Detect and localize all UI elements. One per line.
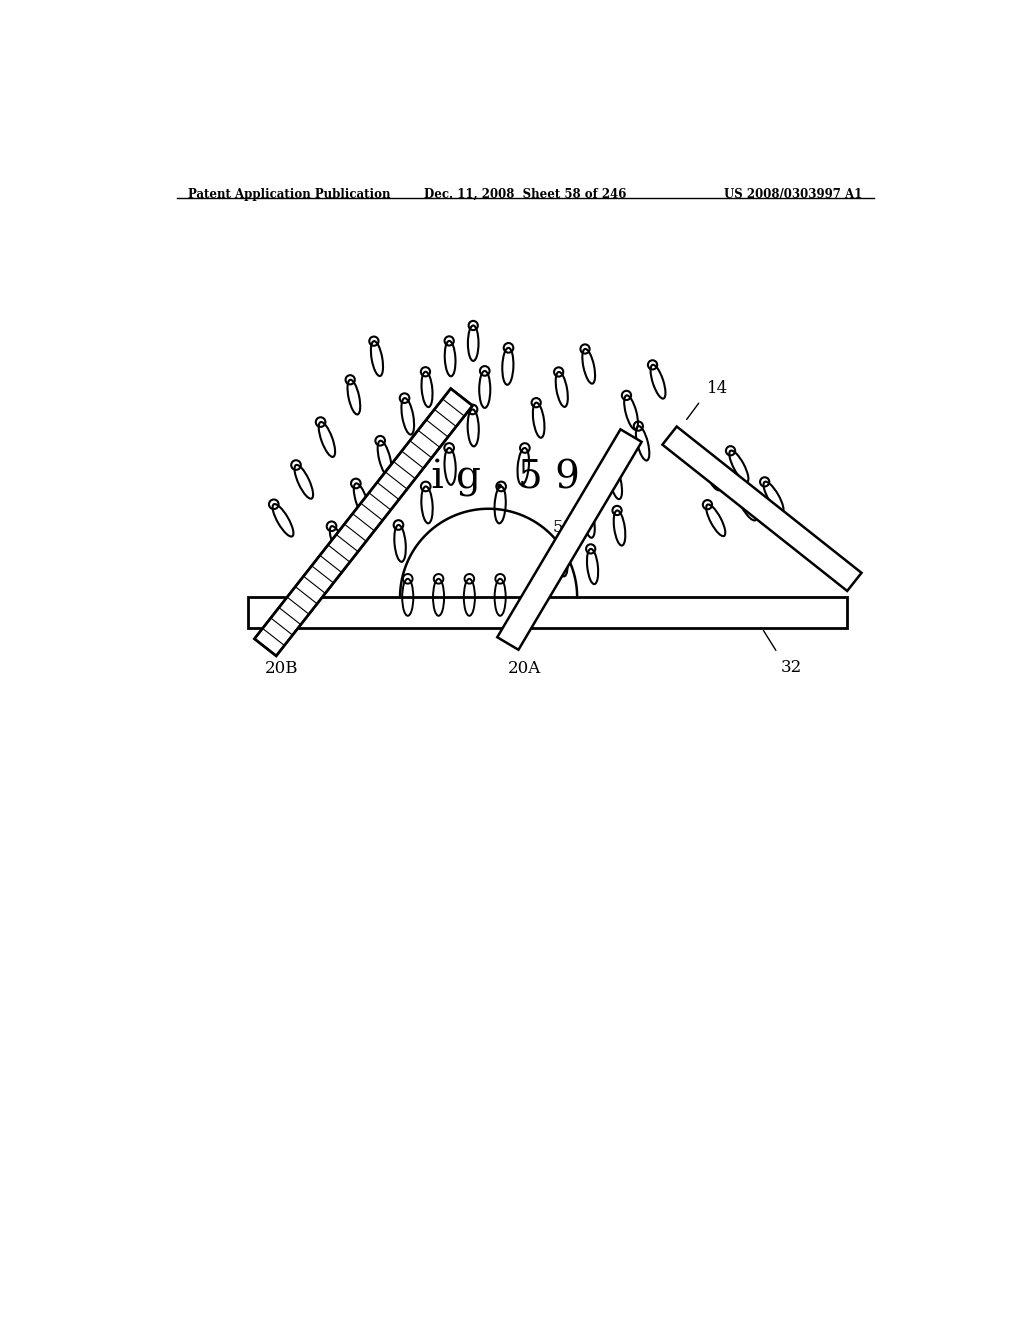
Polygon shape (663, 426, 861, 591)
Text: 51: 51 (553, 519, 573, 536)
Text: Patent Application Publication: Patent Application Publication (188, 187, 391, 201)
Text: 32: 32 (781, 659, 803, 676)
Text: US 2008/0303997 A1: US 2008/0303997 A1 (724, 187, 862, 201)
Polygon shape (498, 429, 642, 649)
Text: 14: 14 (707, 380, 728, 397)
Text: 20A: 20A (508, 660, 541, 677)
Bar (248, 598, 847, 628)
Text: F i g . 5 9: F i g . 5 9 (392, 459, 581, 496)
Text: Dec. 11, 2008  Sheet 58 of 246: Dec. 11, 2008 Sheet 58 of 246 (424, 187, 626, 201)
Text: 20B: 20B (265, 660, 299, 677)
Polygon shape (254, 388, 472, 656)
